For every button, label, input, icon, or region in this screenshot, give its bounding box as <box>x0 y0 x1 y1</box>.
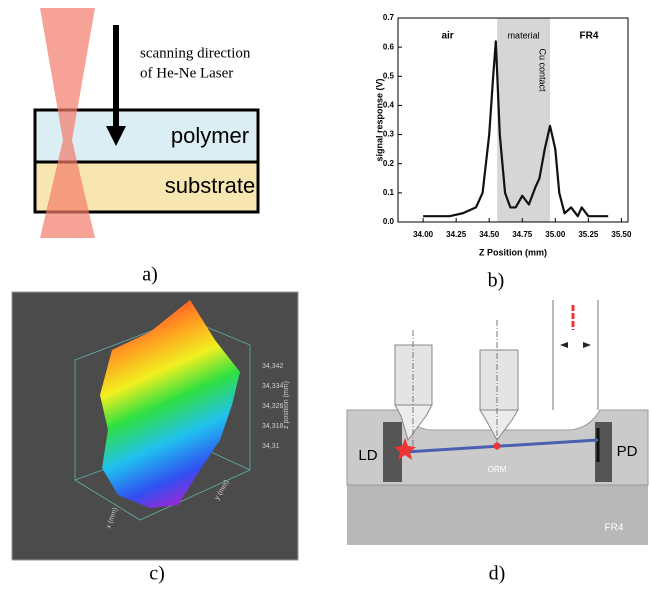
arrow-head <box>583 342 591 348</box>
probe-spot <box>493 442 501 450</box>
y-tick-label: 0.7 <box>383 13 395 22</box>
y-tick-label: 0.1 <box>383 188 395 197</box>
x-tick-label: 35.50 <box>611 230 632 239</box>
z-tick-label: 34,342 <box>262 363 284 370</box>
objective-cone <box>479 409 519 441</box>
x-tick-label: 34.00 <box>413 230 434 239</box>
y-tick-label: 0.2 <box>383 159 395 168</box>
x-tick-label: 35.25 <box>578 230 599 239</box>
z-tick-label: 34,318 <box>262 423 284 430</box>
z-tick-label: 34,31 <box>262 443 280 450</box>
fr4-label: FR4 <box>605 523 624 534</box>
z-axis-label: z position (mm) <box>283 381 290 429</box>
layer-label: substrate <box>165 173 256 198</box>
y-tick-label: 0.4 <box>383 101 395 110</box>
panel-label: b) <box>488 270 505 292</box>
panel-label: d) <box>489 563 506 585</box>
annotation: Cu contact <box>538 48 548 92</box>
x-axis-label: Z Position (mm) <box>479 247 547 257</box>
star <box>394 438 416 460</box>
region-label: FR4 <box>580 31 599 42</box>
shaded-region <box>497 18 551 222</box>
caption: of He-Ne Laser <box>140 65 233 81</box>
laser-beam <box>40 8 95 238</box>
x-tick-label: 34.50 <box>479 230 500 239</box>
fr4-layer <box>347 485 648 545</box>
plot-frame <box>397 17 629 223</box>
y-tick-label: 0.3 <box>383 130 395 139</box>
panel-b: b) 0.0 0.1 0.2 0.3 0.4 0.5 0.6 0.7 34.00 34.25 34.… <box>374 13 632 291</box>
x-tick-label: 35.00 <box>545 230 566 239</box>
y-tick-label: 0.0 <box>383 217 395 226</box>
z-tick-label: 34,334 <box>262 383 284 390</box>
y-tick-label: 0.6 <box>383 42 395 51</box>
caption: scanning direction <box>140 45 251 61</box>
z-tick-label: 34,326 <box>262 403 284 410</box>
y-tick-label: 0.5 <box>383 71 395 80</box>
ld-block <box>383 422 402 482</box>
panel-label: c) <box>149 563 165 585</box>
x-tick-label: 34.75 <box>512 230 533 239</box>
ld-label: LD <box>358 447 377 464</box>
waveguide <box>404 438 599 454</box>
arrow-head <box>560 342 568 348</box>
panel-d: LD PD ORM FR4 d) <box>346 300 649 585</box>
objective <box>479 349 519 411</box>
surface <box>100 300 240 508</box>
orm-label: ORM <box>488 465 507 474</box>
region-label: air <box>441 31 453 42</box>
data-line <box>423 40 609 218</box>
panel-label: a) <box>142 264 158 286</box>
region-label: material <box>508 30 540 40</box>
panel-c: 34,342 34,334 34,326 34,318 34,31 z posi… <box>11 291 299 585</box>
pd-label: PD <box>617 443 638 460</box>
arrow-head <box>106 126 126 146</box>
y-axis-label: signal response (V) <box>374 78 384 161</box>
layer-label: polymer <box>171 123 249 148</box>
panel-a: scanning direction of He-Ne Laser polyme… <box>33 8 260 286</box>
x-tick-label: 34.25 <box>446 230 467 239</box>
